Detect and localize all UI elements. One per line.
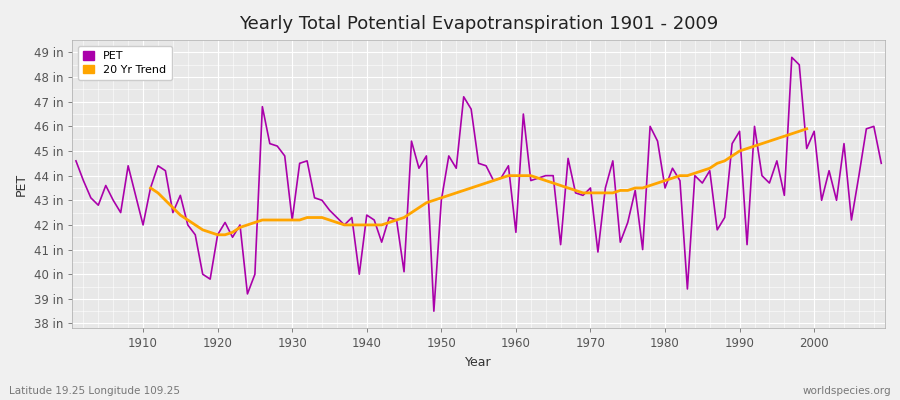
Y-axis label: PET: PET <box>15 173 28 196</box>
Text: Latitude 19.25 Longitude 109.25: Latitude 19.25 Longitude 109.25 <box>9 386 180 396</box>
Title: Yearly Total Potential Evapotranspiration 1901 - 2009: Yearly Total Potential Evapotranspiratio… <box>239 15 718 33</box>
Text: worldspecies.org: worldspecies.org <box>803 386 891 396</box>
X-axis label: Year: Year <box>465 356 492 369</box>
Legend: PET, 20 Yr Trend: PET, 20 Yr Trend <box>77 46 172 80</box>
